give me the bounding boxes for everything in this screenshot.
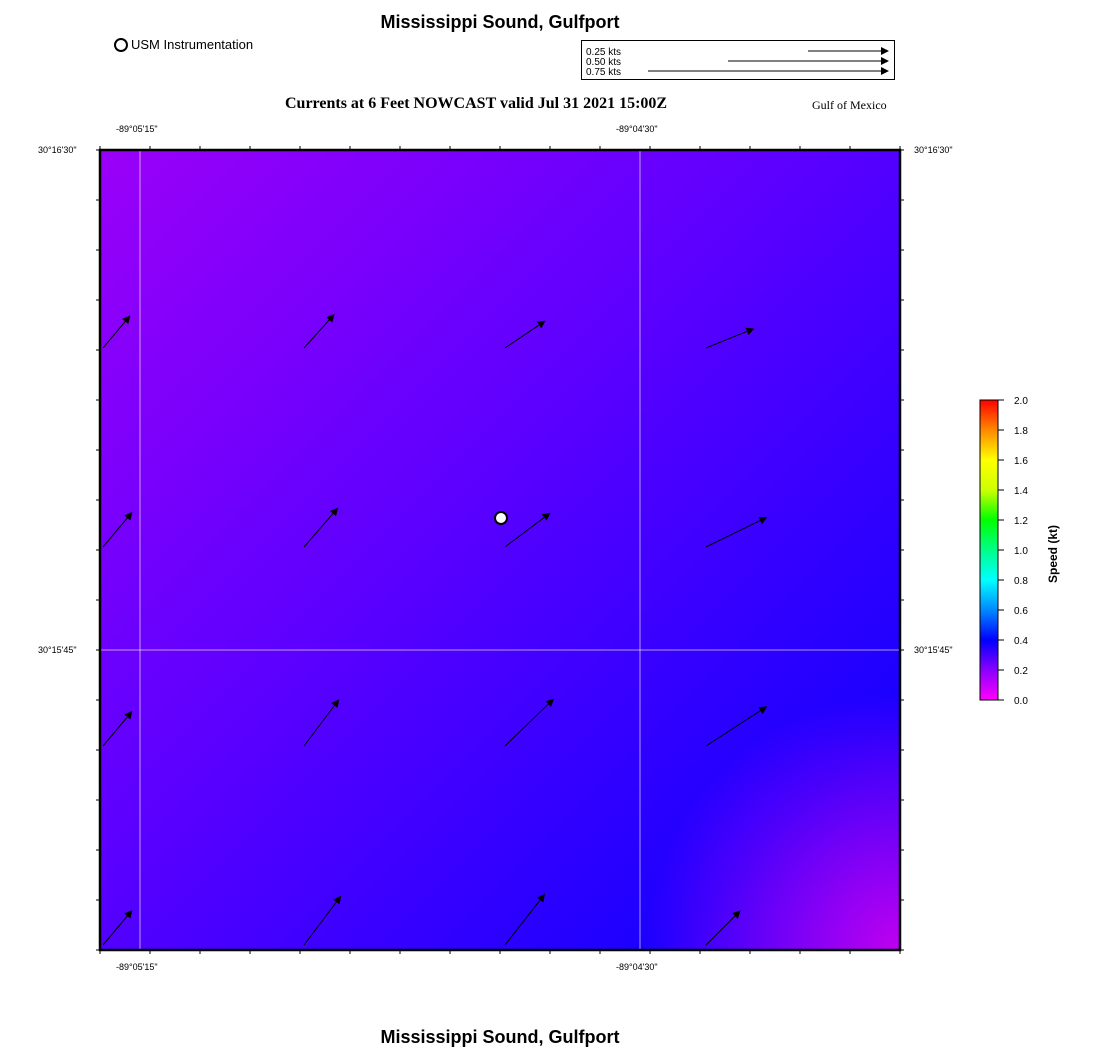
- station-marker-icon: [114, 37, 128, 52]
- scale-arrow-label: 0.50 kts: [586, 57, 621, 68]
- lat-tick-left-2: 30°15'45": [38, 645, 77, 655]
- colorbar-tick-label: 2.0: [1014, 396, 1028, 407]
- scale-arrow-label: 0.25 kts: [586, 47, 621, 58]
- region-label: Gulf of Mexico: [812, 98, 887, 112]
- colorbar-tick-label: 1.4: [1014, 486, 1028, 497]
- current-arrow: [102, 710, 133, 747]
- lon-tick-bottom-1: -89°05'15": [116, 962, 158, 972]
- colorbar-tick-label: 1.2: [1014, 516, 1028, 527]
- current-arrow: [705, 517, 768, 548]
- usm-legend: USM Instrumentation: [114, 37, 253, 52]
- colorbar-label: Speed (kt): [1046, 524, 1060, 583]
- map-bottom-title: Mississippi Sound, Gulfport: [380, 1027, 620, 1047]
- current-vectors: [102, 313, 768, 946]
- current-arrow: [303, 699, 340, 747]
- colorbar-tick-label: 0.0: [1014, 696, 1028, 707]
- colorbar-tick-label: 1.8: [1014, 426, 1028, 437]
- colorbar-ticks: 0.0 0.2 0.4 0.6 0.8 1.0 1.2 1.4 1.6 1.8 2.0: [998, 396, 1028, 707]
- current-arrow: [504, 893, 546, 946]
- current-arrow: [705, 327, 755, 349]
- speed-field-corner: [100, 150, 900, 950]
- lon-tick-bottom-2: -89°04'30": [616, 962, 658, 972]
- lat-tick-right-1: 30°16'30": [914, 145, 953, 155]
- map-frame: [98, 148, 902, 952]
- current-arrow: [705, 910, 741, 946]
- lat-tick-left-1: 30°16'30": [38, 145, 77, 155]
- current-arrow: [504, 512, 551, 548]
- current-arrow: [102, 511, 133, 548]
- map-title: Mississippi Sound, Gulfport: [380, 12, 620, 32]
- current-arrow: [303, 313, 335, 349]
- current-arrow: [705, 706, 768, 747]
- lon-tick-top-1: -89°05'15": [116, 124, 158, 134]
- map-subtitle: Currents at 6 Feet NOWCAST valid Jul 31 …: [285, 95, 668, 112]
- lon-tick-top-2: -89°04'30": [616, 124, 658, 134]
- current-arrow: [504, 320, 546, 349]
- colorbar-tick-label: 0.8: [1014, 576, 1028, 587]
- lat-tick-right-2: 30°15'45": [914, 645, 953, 655]
- colorbar-tick-label: 0.4: [1014, 636, 1028, 647]
- usm-legend-label: USM Instrumentation: [131, 37, 254, 52]
- current-arrow: [102, 909, 133, 946]
- colorbar-tick-label: 0.2: [1014, 666, 1028, 677]
- current-arrow: [303, 507, 339, 548]
- usm-station-marker[interactable]: [494, 511, 508, 525]
- colorbar-tick-label: 0.6: [1014, 606, 1028, 617]
- current-arrow: [504, 698, 555, 747]
- current-arrow: [102, 315, 131, 349]
- current-arrow: [303, 895, 342, 946]
- colorbar-tick-label: 1.0: [1014, 546, 1028, 557]
- arrow-scale-legend: 0.25 kts 0.50 kts 0.75 kts: [581, 40, 895, 80]
- colorbar: [979, 399, 999, 701]
- colorbar-tick-label: 1.6: [1014, 456, 1028, 467]
- scale-arrow-label: 0.75 kts: [586, 67, 621, 78]
